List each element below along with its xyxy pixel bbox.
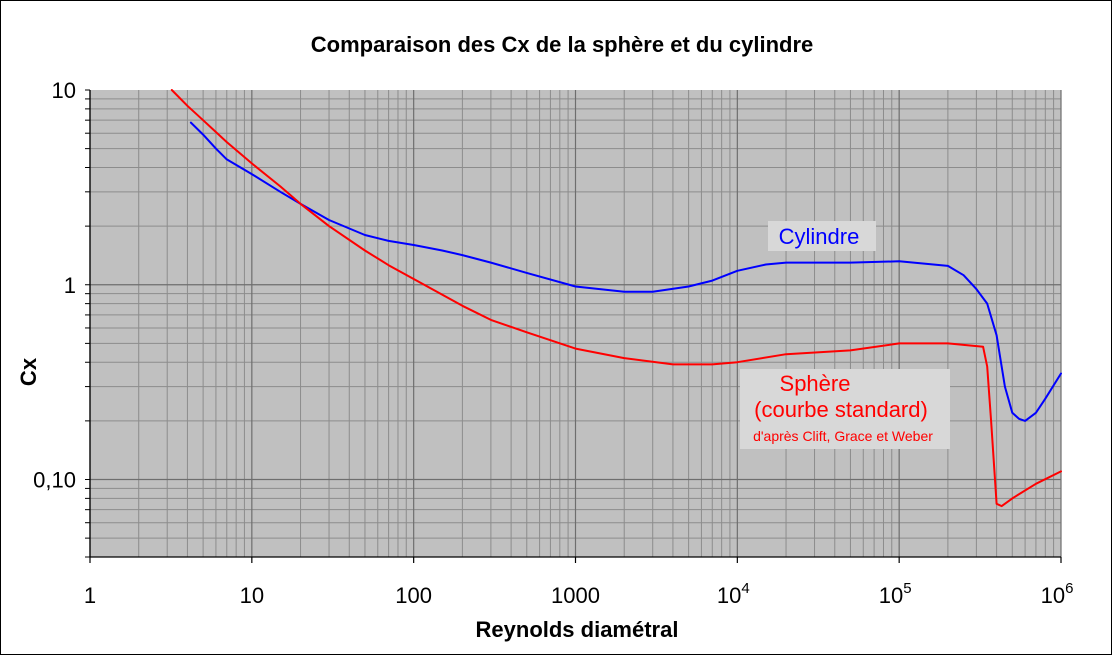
y-tick-labels: 10 1 0,10 bbox=[33, 78, 76, 493]
x-tick-label: 1000 bbox=[551, 583, 600, 608]
annotation-courbe-standard: (courbe standard) bbox=[754, 397, 928, 422]
axes bbox=[85, 89, 1062, 563]
x-tick-label: 10 bbox=[240, 583, 264, 608]
series-line-sphere bbox=[170, 89, 1062, 508]
annotation-sphere: Sphère bbox=[780, 371, 851, 396]
annotation-cylindre-box bbox=[768, 221, 876, 251]
x-tick-label: 100 bbox=[395, 583, 432, 608]
x-tick-label: 1 bbox=[84, 583, 96, 608]
y-axis-label: Cx bbox=[16, 357, 41, 386]
x-axis-label: Reynolds diamétral bbox=[476, 617, 679, 642]
x-tick-label: 105 bbox=[879, 580, 912, 608]
chart-title: Comparaison des Cx de la sphère et du cy… bbox=[311, 32, 814, 57]
y-tick-label: 10 bbox=[52, 78, 76, 103]
x-tick-label: 104 bbox=[717, 580, 750, 608]
annotation-sphere-box bbox=[740, 369, 950, 449]
annotation-source: d'après Clift, Grace et Weber bbox=[753, 428, 933, 444]
series-layer bbox=[170, 89, 1062, 508]
y-tick-label: 1 bbox=[64, 273, 76, 298]
annotation-cylindre: Cylindre bbox=[779, 224, 860, 249]
x-tick-label: 106 bbox=[1041, 580, 1074, 608]
x-tick-labels: 1 10 100 1000 104 105 106 bbox=[84, 580, 1074, 608]
y-tick-label: 0,10 bbox=[33, 468, 76, 493]
